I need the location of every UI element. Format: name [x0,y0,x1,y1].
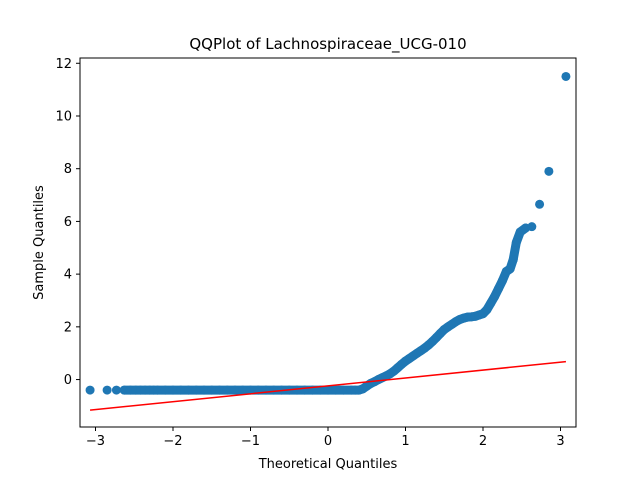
data-point [561,71,571,81]
y-tick-label: 8 [64,162,72,177]
data-point [246,385,255,395]
data-point [176,385,186,395]
data-point [315,385,325,395]
data-point [331,385,341,395]
x-tick-label: −3 [86,434,105,449]
x-axis-ticks: −3 −2 −1 0 1 2 3 [86,427,565,449]
data-point [222,385,232,395]
x-tick-label: 1 [401,434,409,449]
y-tick-label: 0 [64,373,72,388]
reference-line [89,360,567,411]
data-point [544,166,554,176]
y-tick-label: 4 [64,268,72,283]
y-tick-label: 6 [64,215,72,230]
data-point [323,385,333,395]
data-point [168,385,178,395]
data-point [215,385,224,395]
data-point [230,385,240,395]
data-point [527,222,537,232]
data-point [153,385,162,395]
x-tick-label: 3 [556,434,564,449]
y-tick-label: 12 [55,57,72,72]
y-axis-ticks: 0 2 4 6 8 10 12 [55,57,80,388]
data-point [490,292,500,302]
data-point [505,264,515,274]
data-point [238,385,248,395]
data-point [85,385,95,395]
reference-line-group [89,360,567,411]
data-point [111,385,121,395]
data-point [160,385,170,395]
x-tick-label: −2 [163,434,182,449]
data-point [292,385,302,395]
data-point [511,238,521,247]
data-point [199,385,209,395]
data-point [184,385,193,395]
data-point [300,385,310,395]
y-axis-label: Sample Quantiles [32,185,47,300]
data-point [207,385,217,395]
data-point [535,199,545,209]
y-tick-label: 10 [55,109,72,124]
data-point [269,385,279,395]
data-point [339,385,348,395]
chart-title: QQPlot of Lachnospiraceae_UCG-010 [189,35,466,54]
data-point [486,298,496,308]
x-axis-label: Theoretical Quantiles [258,457,398,472]
data-point [102,385,112,395]
x-tick-label: −1 [241,434,260,449]
data-point [497,276,507,286]
x-tick-label: 0 [324,434,332,449]
data-point [508,255,518,265]
data-point [494,284,503,294]
y-tick-label: 2 [64,320,72,335]
data-point [191,385,201,395]
data-point [119,385,129,395]
x-tick-label: 2 [479,434,487,449]
data-point [482,305,492,315]
